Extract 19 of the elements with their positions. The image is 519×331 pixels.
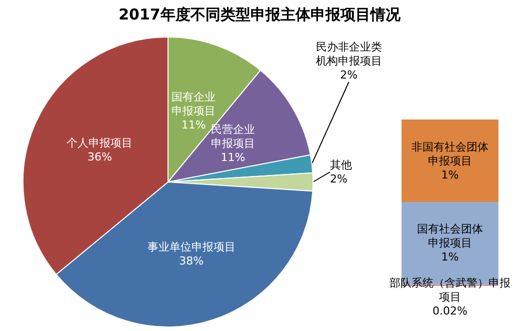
data-label: 1%: [441, 250, 459, 264]
chart-title: 2017年度不同类型申报主体申报项目情况: [118, 6, 402, 24]
data-label: 1%: [441, 168, 459, 182]
data-label: 0.02%: [432, 304, 468, 318]
data-label: 11%: [220, 151, 246, 164]
slice-label: 民营企业申报项目: [210, 123, 255, 150]
category-label: 部队系统（含武警）申报项目: [390, 276, 510, 304]
slice-label: 个人申报项目: [66, 136, 133, 150]
slice-label: 民办非企业类机构申报项目: [316, 40, 382, 68]
data-label: 38%: [179, 254, 204, 268]
slice-label: 事业单位申报项目: [147, 240, 236, 254]
data-label: 2%: [330, 172, 348, 186]
data-label: 11%: [181, 118, 206, 132]
data-label: 36%: [87, 150, 112, 164]
category-label: 国有社会团体申报项目: [417, 222, 483, 250]
slice-label: 其他: [330, 158, 352, 172]
category-label: 非国有社会团体申报项目: [412, 140, 488, 168]
data-label: 2%: [340, 68, 358, 82]
slice-label: 国有企业申报项目: [172, 90, 216, 118]
